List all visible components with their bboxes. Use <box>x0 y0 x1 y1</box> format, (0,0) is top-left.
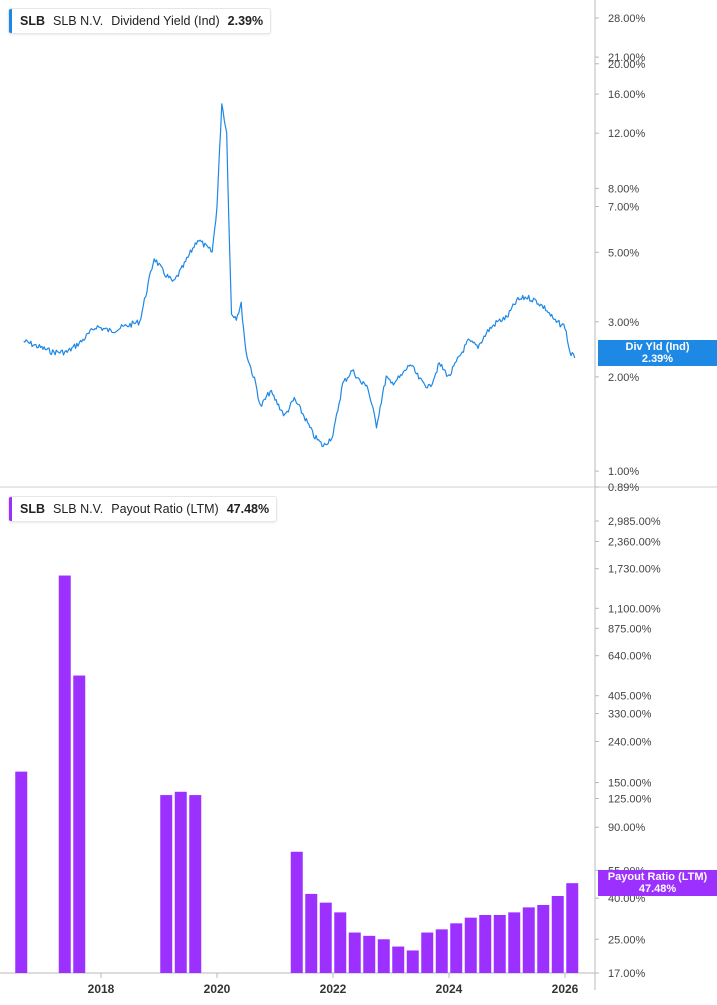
payout-bar <box>174 791 187 973</box>
yield-value-tag: Div Yld (Ind) 2.39% <box>598 339 717 366</box>
y-tick-label: 25.00% <box>608 934 646 946</box>
yield-tag-label: Div Yld (Ind) <box>625 340 690 353</box>
payout-bar <box>319 902 332 973</box>
payout-bar <box>334 912 347 973</box>
payout-bar <box>363 935 376 973</box>
x-tick-label: 2022 <box>320 982 347 996</box>
top-legend[interactable]: SLB SLB N.V. Dividend Yield (Ind) 2.39% <box>8 8 272 34</box>
payout-bar <box>189 795 202 973</box>
legend-ticker: SLB <box>20 502 45 516</box>
legend-value: 2.39% <box>227 14 264 28</box>
payout-bar <box>566 883 579 973</box>
x-tick-label: 2018 <box>88 982 115 996</box>
y-tick-label: 28.00% <box>608 13 646 25</box>
payout-bar <box>435 929 448 973</box>
y-tick-label: 150.00% <box>608 778 652 790</box>
payout-bar <box>305 893 318 973</box>
y-tick-label: 90.00% <box>608 822 646 834</box>
y-tick-label: 8.00% <box>608 183 639 195</box>
payout-bar <box>73 675 86 973</box>
yield-color-swatch <box>9 9 12 33</box>
legend-company: SLB N.V. <box>53 502 104 516</box>
x-tick-label: 2024 <box>436 982 463 996</box>
payout-bar <box>479 914 492 973</box>
y-tick-label: 5.00% <box>608 247 639 259</box>
payout-bar <box>537 904 550 973</box>
payout-bar <box>551 896 564 973</box>
y-tick-label: 330.00% <box>608 709 652 721</box>
payout-bar <box>15 771 28 973</box>
y-tick-label: 640.00% <box>608 651 652 663</box>
dividend-yield-line <box>23 103 576 447</box>
x-tick-label: 2026 <box>552 982 579 996</box>
legend-company: SLB N.V. <box>53 14 104 28</box>
y-tick-label: 240.00% <box>608 736 652 748</box>
payout-bar <box>58 575 71 973</box>
payout-bar <box>522 907 535 973</box>
payout-bar <box>160 795 173 973</box>
y-tick-label: 2.00% <box>608 372 639 384</box>
legend-metric: Dividend Yield (Ind) <box>111 14 220 28</box>
payout-tag-label: Payout Ratio (LTM) <box>607 871 708 884</box>
y-tick-label: 3.00% <box>608 317 639 329</box>
legend-value: 47.48% <box>226 502 270 516</box>
y-tick-label: 16.00% <box>608 89 646 101</box>
y-tick-label: 125.00% <box>608 794 652 806</box>
bottom-legend[interactable]: SLB SLB N.V. Payout Ratio (LTM) 47.48% <box>8 496 278 522</box>
y-tick-label: 40.00% <box>608 893 646 905</box>
y-tick-label: 1,730.00% <box>608 564 661 576</box>
payout-bar <box>290 851 303 973</box>
payout-value-tag: Payout Ratio (LTM) 47.48% <box>598 870 717 897</box>
y-tick-label: 21.00% <box>608 52 646 64</box>
payout-color-swatch <box>9 497 12 521</box>
y-tick-label: 1.00% <box>608 466 639 478</box>
y-tick-label: 405.00% <box>608 691 652 703</box>
payout-bar <box>392 946 405 973</box>
y-tick-label: 7.00% <box>608 202 639 214</box>
payout-bar <box>508 912 521 973</box>
payout-bar <box>464 917 477 973</box>
y-tick-label: 12.00% <box>608 128 646 140</box>
y-tick-label: 2,985.00% <box>608 516 661 528</box>
legend-ticker: SLB <box>20 14 45 28</box>
y-tick-label: 2,360.00% <box>608 537 661 549</box>
payout-bar <box>450 923 463 973</box>
y-tick-label: 17.00% <box>608 968 646 980</box>
x-tick-label: 2020 <box>204 982 231 996</box>
payout-bar <box>377 939 390 973</box>
payout-bar <box>493 914 506 973</box>
y-tick-label: 20.00% <box>608 59 646 71</box>
payout-bar <box>421 932 434 973</box>
yield-tag-value: 2.39% <box>641 352 674 365</box>
y-tick-label: 0.89% <box>608 482 639 494</box>
y-tick-label: 875.00% <box>608 623 652 635</box>
legend-metric: Payout Ratio (LTM) <box>111 502 219 516</box>
payout-tag-value: 47.48% <box>638 883 677 896</box>
payout-bar <box>406 950 419 973</box>
y-tick-label: 1,100.00% <box>608 603 661 615</box>
payout-bar <box>348 932 361 973</box>
